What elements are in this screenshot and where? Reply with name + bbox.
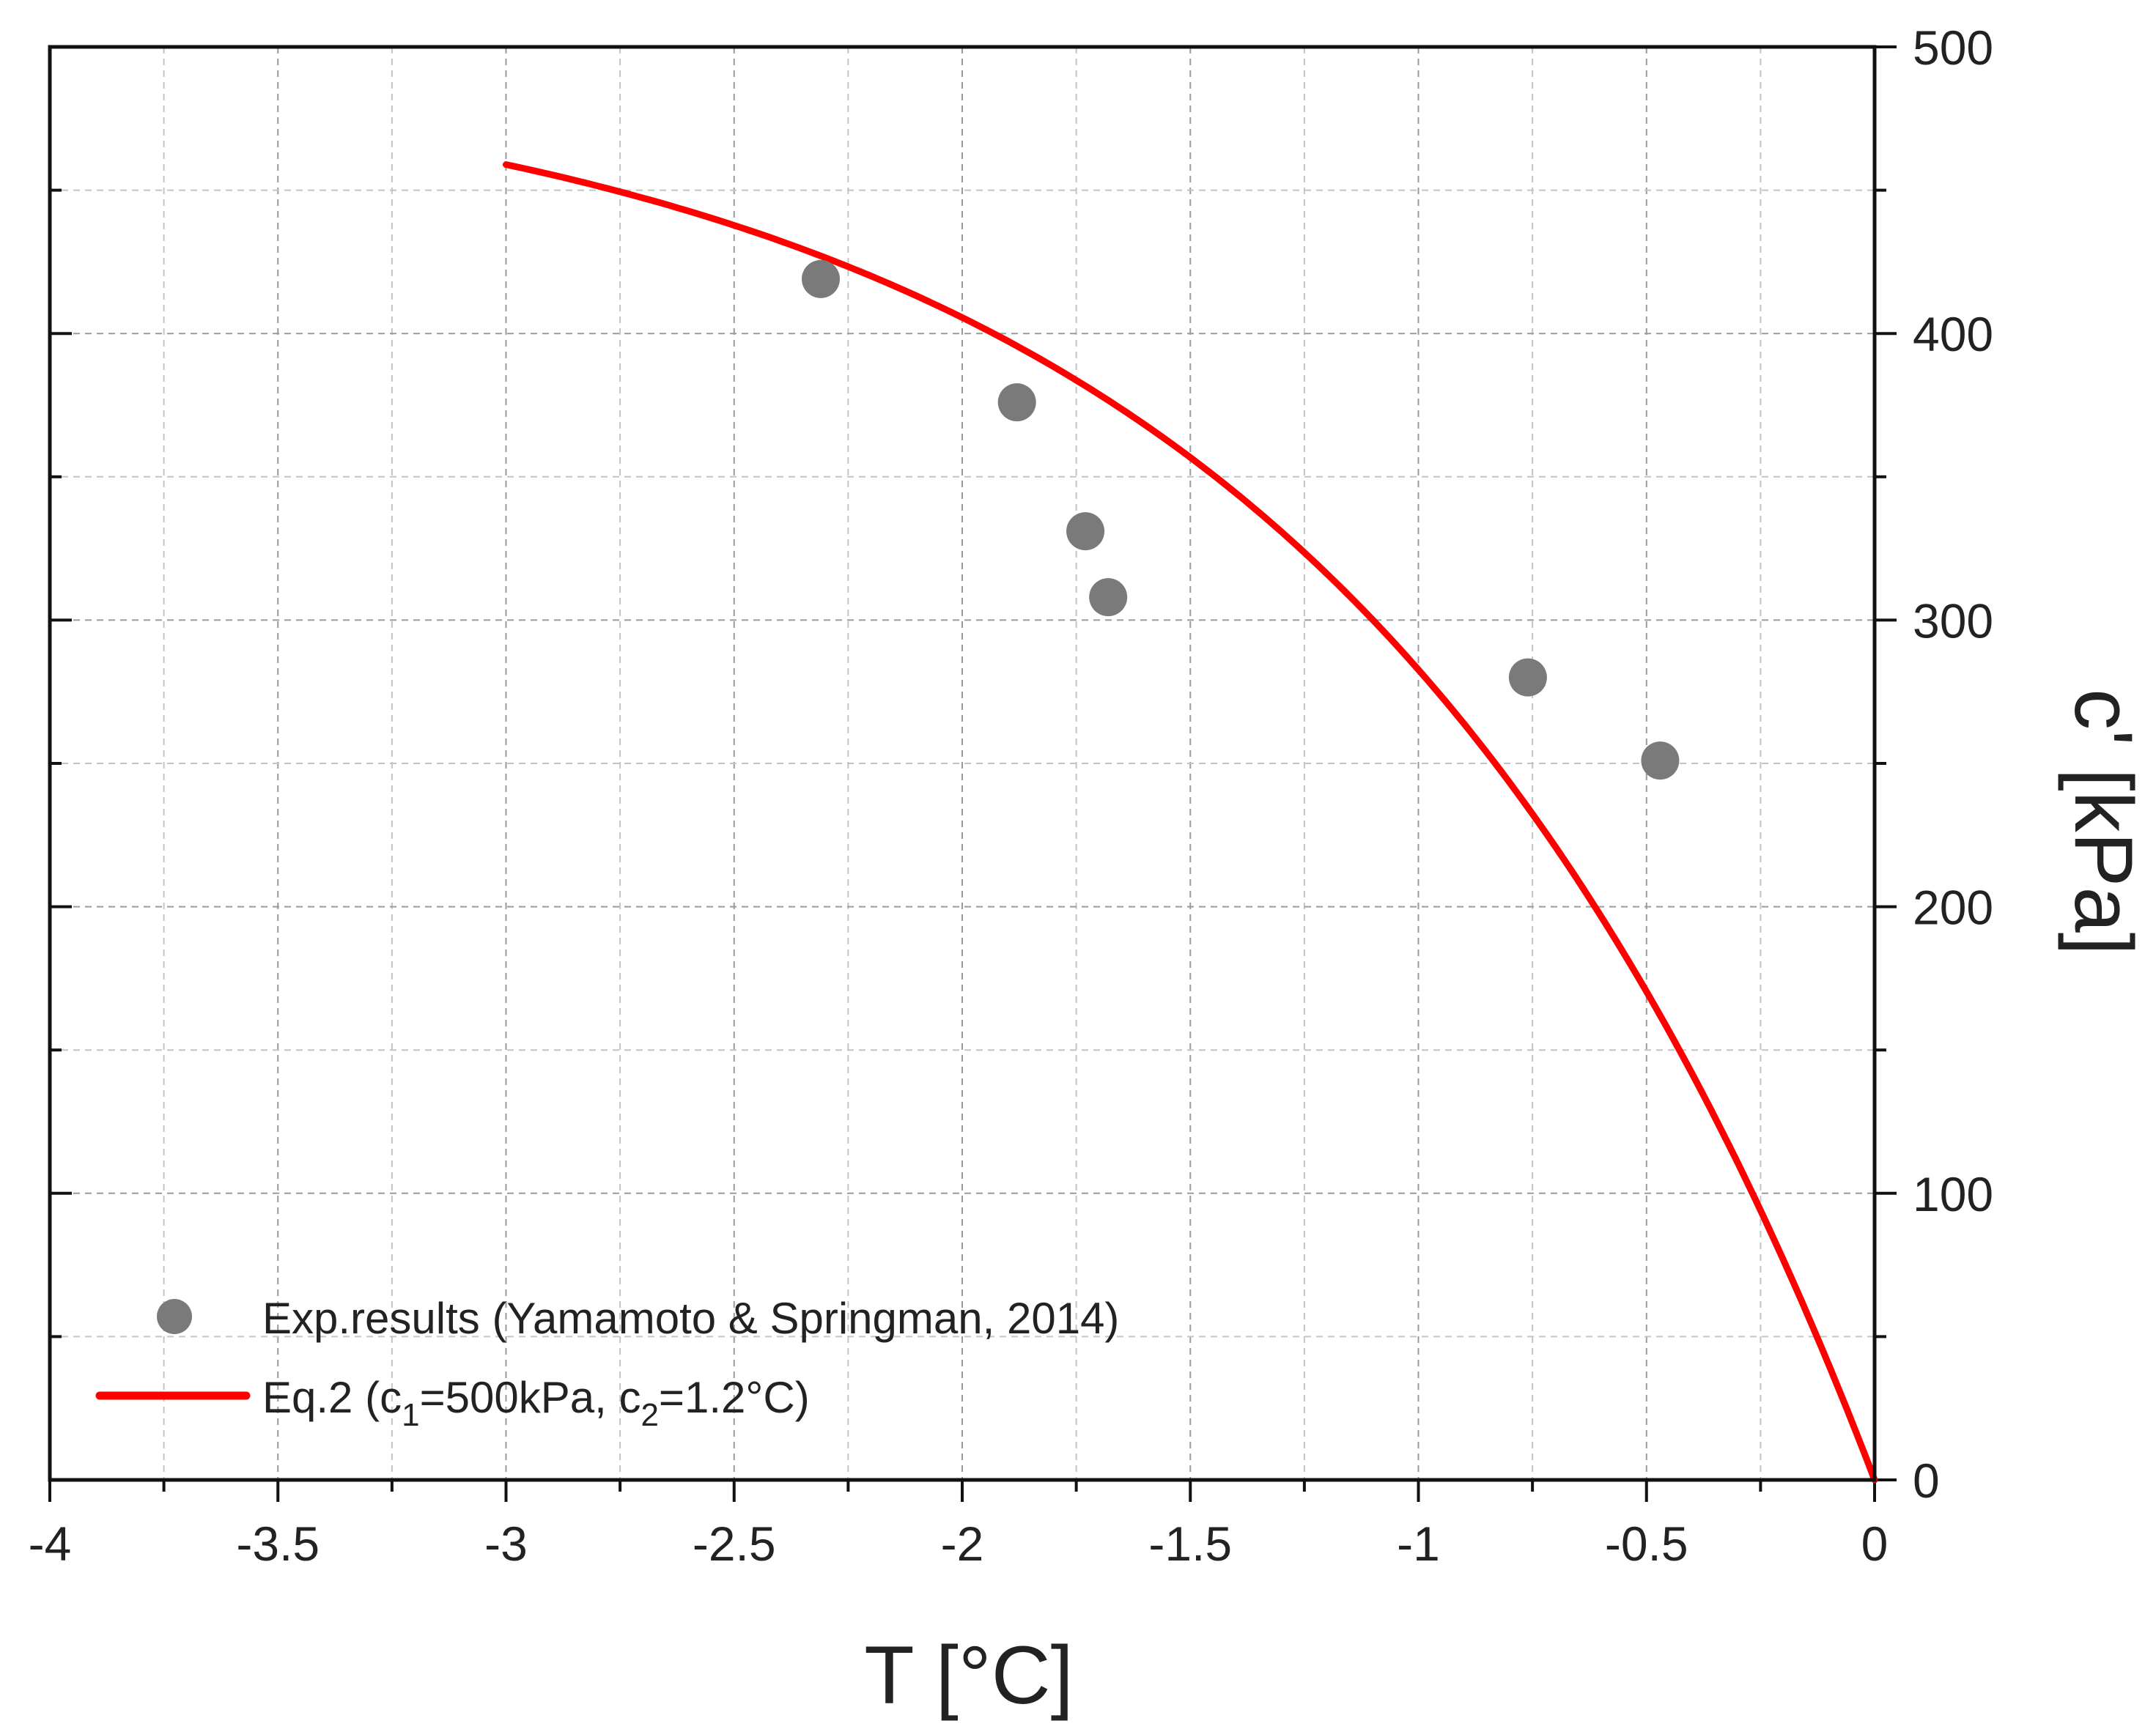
x-tick-label: 0: [1861, 1517, 1889, 1571]
legend: Exp.results (Yamamoto & Springman, 2014)…: [95, 1294, 1119, 1433]
series: [503, 161, 1878, 1484]
x-tick-label: -2.5: [693, 1517, 776, 1571]
model-curve: [503, 161, 1878, 1484]
data-point: [997, 383, 1036, 422]
y-tick-label: 200: [1913, 881, 1993, 935]
tick-labels: -4 -3.5 -3 -2.5 -2 -1.5 -1 -0.5 00 100 200 300 400 50…: [29, 21, 1993, 1571]
ticks: [48, 45, 1897, 1502]
data-point: [1066, 512, 1105, 551]
data-point: [1508, 658, 1547, 697]
y-tick-label: 500: [1913, 21, 1993, 75]
y-tick-label: 400: [1913, 307, 1993, 361]
x-tick-label: -4: [29, 1517, 72, 1571]
legend-scatter-marker: [157, 1299, 192, 1334]
y-axis-title: c' [kPa]: [2058, 689, 2149, 955]
x-tick-label: -3.5: [236, 1517, 320, 1571]
y-tick-label: 300: [1913, 593, 1993, 648]
x-tick-label: -2: [941, 1517, 984, 1571]
y-tick-label: 100: [1913, 1167, 1993, 1221]
data-point: [802, 259, 841, 298]
data-point: [1641, 741, 1680, 780]
x-tick-label: -3: [484, 1517, 528, 1571]
legend-scatter-label: Exp.results (Yamamoto & Springman, 2014): [262, 1294, 1119, 1343]
y-tick-label: 0: [1913, 1454, 1940, 1508]
x-tick-label: -0.5: [1605, 1517, 1688, 1571]
legend-line-label: Eq.2 (c1=500kPa, c2=1.2°C): [262, 1373, 810, 1433]
x-tick-label: -1: [1397, 1517, 1440, 1571]
grid: [50, 47, 1875, 1480]
x-tick-label: -1.5: [1148, 1517, 1232, 1571]
x-axis-title: T [°C]: [864, 1629, 1073, 1721]
data-point: [1089, 578, 1128, 617]
plot-frame: [48, 45, 1877, 1482]
